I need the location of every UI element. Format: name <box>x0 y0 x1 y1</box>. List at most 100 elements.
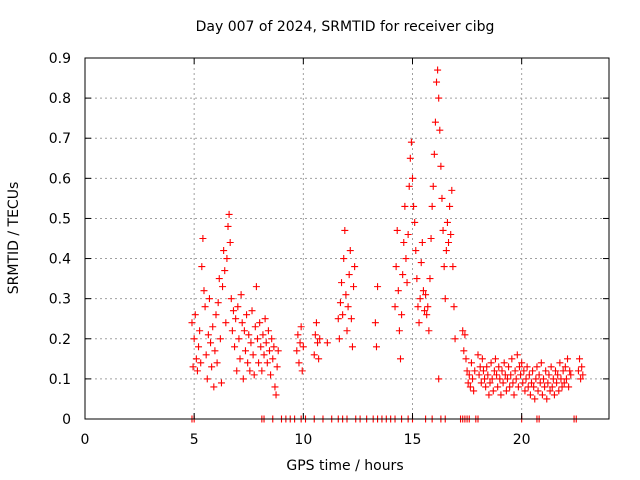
plot-frame <box>84 57 610 420</box>
data-point <box>189 363 197 371</box>
data-point <box>222 319 230 327</box>
data-point <box>296 339 304 347</box>
data-point <box>257 343 265 351</box>
data-point <box>542 367 550 375</box>
data-point <box>495 363 503 371</box>
data-point <box>502 387 510 395</box>
y-tick-label: 0.2 <box>49 332 71 348</box>
data-point <box>441 295 449 303</box>
data-point <box>469 375 477 383</box>
data-point <box>335 335 343 343</box>
data-point <box>245 331 253 339</box>
data-point <box>488 375 496 383</box>
data-point <box>549 375 557 383</box>
data-point <box>346 247 354 255</box>
data-point <box>463 367 471 375</box>
data-point <box>294 331 302 339</box>
data-point <box>310 351 318 359</box>
data-point <box>482 383 490 391</box>
data-point <box>550 391 558 399</box>
data-point <box>406 154 414 162</box>
data-point <box>559 367 567 375</box>
data-point <box>422 291 430 299</box>
data-point <box>323 339 331 347</box>
data-point <box>522 375 530 383</box>
data-point <box>399 271 407 279</box>
data-point <box>394 287 402 295</box>
data-point <box>483 363 491 371</box>
data-point <box>427 235 435 242</box>
data-point <box>540 375 547 383</box>
data-point <box>464 379 472 387</box>
data-point <box>410 202 418 210</box>
data-point <box>435 94 443 102</box>
data-point <box>198 263 206 271</box>
data-point <box>343 327 351 335</box>
data-point <box>460 347 468 355</box>
data-point <box>339 311 347 319</box>
data-point <box>490 367 498 375</box>
data-point <box>345 271 353 279</box>
data-point <box>564 355 572 363</box>
data-point <box>479 367 487 375</box>
data-point <box>459 327 467 335</box>
data-point <box>202 351 210 359</box>
y-tick-label: 0.3 <box>49 292 71 308</box>
y-tick-label: 0.5 <box>49 211 71 227</box>
data-point <box>579 371 587 379</box>
data-point <box>227 295 235 303</box>
y-tick-label: 0 <box>62 412 71 428</box>
data-point <box>253 335 261 343</box>
data-point <box>258 367 266 375</box>
data-point <box>340 255 348 263</box>
data-point <box>417 259 425 267</box>
data-point <box>434 66 442 74</box>
data-point <box>416 295 424 303</box>
data-point <box>514 383 522 391</box>
data-point <box>489 387 497 395</box>
data-point <box>507 371 515 379</box>
data-point <box>271 383 279 391</box>
data-point <box>467 359 475 367</box>
data-point <box>250 371 258 379</box>
data-point <box>239 375 247 383</box>
data-point <box>525 371 533 379</box>
data-point <box>249 351 257 359</box>
data-point <box>438 194 446 202</box>
data-point <box>200 287 208 295</box>
data-point <box>220 247 228 255</box>
data-point <box>562 375 570 383</box>
data-point <box>404 230 412 238</box>
data-point <box>513 351 521 359</box>
data-point <box>543 395 551 403</box>
data-point <box>439 226 447 234</box>
data-point <box>392 263 400 271</box>
data-point <box>419 287 427 295</box>
x-tick-label: 5 <box>190 432 199 448</box>
data-point <box>251 323 259 331</box>
y-tick-label: 0.9 <box>49 51 71 67</box>
data-point <box>435 375 443 383</box>
data-point <box>429 182 437 190</box>
data-point <box>238 319 246 327</box>
data-point <box>347 315 355 323</box>
data-point <box>401 202 409 210</box>
data-point <box>511 367 519 375</box>
data-point <box>517 371 525 379</box>
data-point <box>433 78 441 86</box>
data-point <box>212 311 220 319</box>
data-point <box>535 371 543 379</box>
data-point <box>425 327 433 335</box>
data-point <box>461 331 469 339</box>
data-point <box>400 239 408 247</box>
data-point <box>188 319 196 327</box>
data-point <box>529 367 537 375</box>
data-point <box>215 275 223 283</box>
data-point <box>334 315 342 323</box>
data-point <box>578 363 586 371</box>
data-point <box>506 383 514 391</box>
data-points <box>188 66 587 423</box>
data-point <box>270 343 278 351</box>
data-point <box>395 327 403 335</box>
data-point <box>274 347 282 355</box>
